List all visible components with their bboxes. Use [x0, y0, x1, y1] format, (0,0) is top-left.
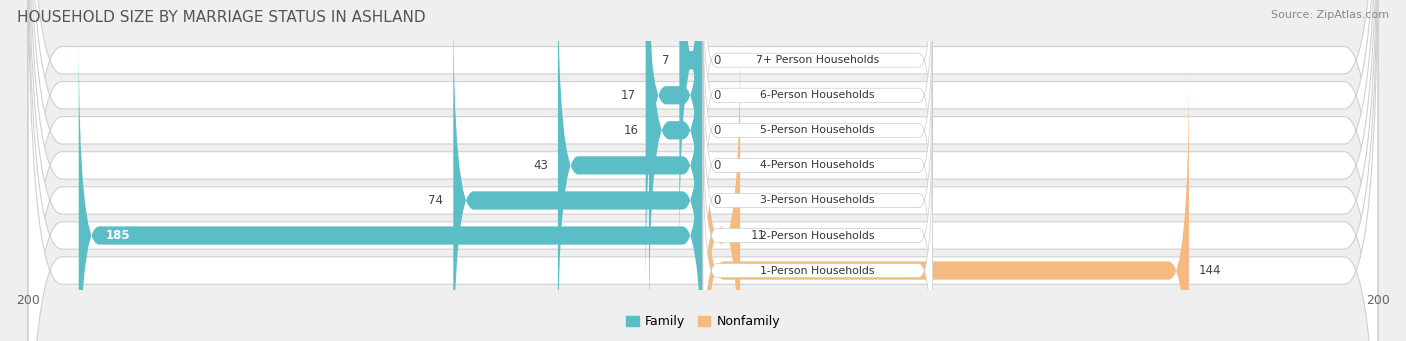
Text: 16: 16: [624, 124, 638, 137]
FancyBboxPatch shape: [703, 69, 1189, 341]
FancyBboxPatch shape: [679, 0, 703, 262]
Text: 185: 185: [105, 229, 131, 242]
Text: 0: 0: [713, 54, 720, 67]
FancyBboxPatch shape: [28, 0, 1378, 341]
Text: 144: 144: [1199, 264, 1222, 277]
FancyBboxPatch shape: [28, 0, 1378, 341]
Text: 4-Person Households: 4-Person Households: [761, 160, 875, 170]
Text: Source: ZipAtlas.com: Source: ZipAtlas.com: [1271, 10, 1389, 20]
Text: 5-Person Households: 5-Person Households: [761, 125, 875, 135]
FancyBboxPatch shape: [703, 34, 740, 341]
FancyBboxPatch shape: [650, 0, 703, 331]
Text: 0: 0: [713, 124, 720, 137]
FancyBboxPatch shape: [28, 0, 1378, 341]
Text: 0: 0: [713, 89, 720, 102]
Text: 3-Person Households: 3-Person Households: [761, 195, 875, 205]
FancyBboxPatch shape: [703, 0, 932, 264]
Text: 6-Person Households: 6-Person Households: [761, 90, 875, 100]
FancyBboxPatch shape: [703, 67, 932, 334]
Text: 11: 11: [751, 229, 765, 242]
FancyBboxPatch shape: [703, 137, 932, 341]
FancyBboxPatch shape: [703, 0, 932, 193]
FancyBboxPatch shape: [28, 0, 1378, 341]
FancyBboxPatch shape: [79, 34, 703, 341]
FancyBboxPatch shape: [703, 0, 932, 228]
FancyBboxPatch shape: [28, 0, 1378, 341]
Text: 74: 74: [429, 194, 443, 207]
Text: 7+ Person Households: 7+ Person Households: [756, 55, 879, 65]
Text: 0: 0: [713, 159, 720, 172]
FancyBboxPatch shape: [645, 0, 703, 297]
Text: 43: 43: [533, 159, 548, 172]
Text: 2-Person Households: 2-Person Households: [761, 231, 875, 240]
FancyBboxPatch shape: [28, 0, 1378, 341]
FancyBboxPatch shape: [703, 102, 932, 341]
FancyBboxPatch shape: [703, 32, 932, 299]
Text: 1-Person Households: 1-Person Households: [761, 266, 875, 276]
FancyBboxPatch shape: [28, 0, 1378, 341]
Text: 17: 17: [620, 89, 636, 102]
FancyBboxPatch shape: [453, 0, 703, 341]
Text: HOUSEHOLD SIZE BY MARRIAGE STATUS IN ASHLAND: HOUSEHOLD SIZE BY MARRIAGE STATUS IN ASH…: [17, 10, 426, 25]
Text: 0: 0: [713, 194, 720, 207]
Legend: Family, Nonfamily: Family, Nonfamily: [626, 315, 780, 328]
Text: 7: 7: [662, 54, 669, 67]
FancyBboxPatch shape: [558, 0, 703, 341]
